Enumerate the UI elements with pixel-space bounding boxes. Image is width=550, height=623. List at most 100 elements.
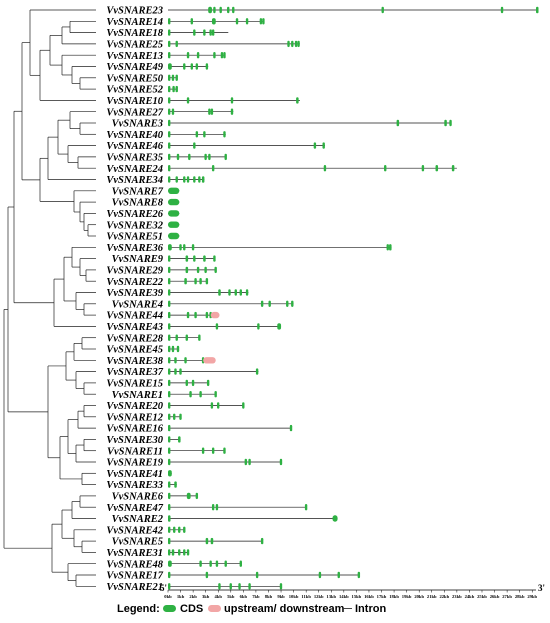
gene-label-VvSNARE16: VvSNARE16 [106, 424, 163, 435]
gene-structure-VvSNARE45 [168, 345, 180, 353]
axis-tick-label: 26kb [490, 594, 500, 599]
gene-structure-VvSNARE31 [168, 549, 190, 556]
gene-structure-VvSNARE11 [168, 447, 226, 454]
cds-block [183, 526, 186, 533]
cds-block [215, 560, 219, 567]
axis-ticks: 0kb 1kb 2kb 3kb 4kb 5kb 6kb 7kb 8kb 9kb 10kb 11kb 12… [164, 590, 538, 599]
cds-block [279, 583, 283, 590]
gene-label-VvSNARE25: VvSNARE25 [106, 40, 163, 51]
cds-block [199, 560, 202, 567]
gene-label-VvSNARE3: VvSNARE3 [112, 119, 163, 130]
cds-block [211, 29, 215, 36]
gene-label-VvSNARE6: VvSNARE6 [112, 492, 164, 503]
gene-label-VvSNARE23: VvSNARE23 [106, 6, 163, 17]
cds-block [168, 391, 171, 398]
cds-block [186, 52, 190, 59]
cds-block [444, 119, 447, 127]
gene-label-VvSNARE50: VvSNARE50 [106, 73, 163, 84]
cds-block [213, 6, 216, 14]
cds-block [255, 571, 259, 579]
cds-block [204, 266, 207, 274]
cds-block [185, 379, 188, 387]
gene-structure-VvSNARE47 [168, 504, 308, 511]
gene-label-VvSNARE36: VvSNARE36 [106, 243, 163, 254]
cds-block [168, 504, 171, 511]
axis-tick-label: 2kb [189, 594, 197, 599]
cds-block [381, 6, 384, 14]
cds-block [190, 63, 194, 70]
cds-block [168, 210, 180, 217]
cds-block [168, 481, 171, 488]
cds-block [168, 402, 171, 409]
cds-block [183, 176, 186, 183]
cds-block [208, 153, 211, 161]
legend-title: Legend: [117, 603, 160, 615]
gene-label-VvSNARE10: VvSNARE10 [106, 96, 163, 107]
gene-label-VvSNARE45: VvSNARE45 [106, 345, 163, 356]
gene-label-VvSNARE37: VvSNARE37 [106, 367, 163, 378]
cds-block [168, 187, 180, 194]
cds-block [168, 583, 171, 590]
cds-block [168, 334, 171, 341]
cds-block [168, 470, 172, 477]
gene-label-VvSNARE46: VvSNARE46 [106, 141, 163, 152]
cds-block [435, 165, 439, 172]
cds-block [205, 278, 209, 285]
gene-structure-VvSNARE8 [168, 198, 180, 206]
cds-block [260, 537, 264, 545]
cds-block [287, 40, 290, 48]
gene-structure-VvSNARE41 [168, 470, 172, 477]
gene-structure-VvSNARE25 [168, 40, 300, 48]
gene-structure-VvSNARE13 [168, 52, 226, 59]
gene-label-VvSNARE24: VvSNARE24 [106, 164, 163, 175]
gene-label-VvSNARE7: VvSNARE7 [112, 186, 164, 197]
axis-tick-label: 27kb [502, 594, 512, 599]
cds-block [168, 560, 172, 567]
cds-block [386, 244, 389, 251]
cds-block [318, 571, 322, 579]
gene-label-VvSNARE12: VvSNARE12 [106, 412, 163, 423]
gene-structure-VvSNARE21 [168, 583, 283, 590]
cds-block [168, 244, 172, 251]
cds-block [291, 40, 294, 48]
cds-block [196, 52, 200, 59]
cds-block [194, 278, 197, 285]
cds-block [245, 18, 249, 25]
cds-block [201, 447, 205, 454]
cds-block [168, 232, 180, 240]
cds-block [186, 311, 190, 319]
cds-block [209, 560, 212, 567]
utr-block [203, 357, 216, 364]
axis-tick-label: 3kb [202, 594, 210, 599]
cds-block [239, 560, 242, 567]
cds-block [168, 176, 171, 183]
cds-block [168, 266, 171, 274]
cds-block [223, 131, 226, 138]
cds-block [206, 379, 210, 387]
cds-block [279, 458, 283, 466]
cds-block [218, 583, 221, 590]
gene-structure-VvSNARE1 [168, 391, 217, 398]
cds-block [172, 85, 175, 93]
cds-block [259, 18, 263, 25]
cds-block [168, 357, 171, 364]
gene-label-VvSNARE42: VvSNARE42 [106, 525, 163, 536]
axis-tick-label: 13kb [326, 594, 336, 599]
gene-structure-VvSNARE44 [168, 311, 220, 319]
cds-block [186, 97, 190, 104]
gene-structure-VvSNARE28 [168, 334, 201, 341]
cds-block [168, 52, 171, 59]
cds-block [183, 549, 186, 556]
gene-label-VvSNARE1: VvSNARE1 [112, 390, 163, 401]
cds-block [219, 6, 222, 14]
cds-block [313, 142, 317, 149]
cds-block [204, 153, 207, 161]
cds-block [171, 549, 175, 556]
cds-block [168, 278, 171, 285]
cds-block [168, 549, 171, 556]
cds-block [235, 18, 239, 25]
cds-block [449, 119, 452, 127]
cds-block [232, 6, 235, 14]
gene-structure-VvSNARE48 [168, 560, 242, 567]
cds-block [171, 108, 175, 115]
